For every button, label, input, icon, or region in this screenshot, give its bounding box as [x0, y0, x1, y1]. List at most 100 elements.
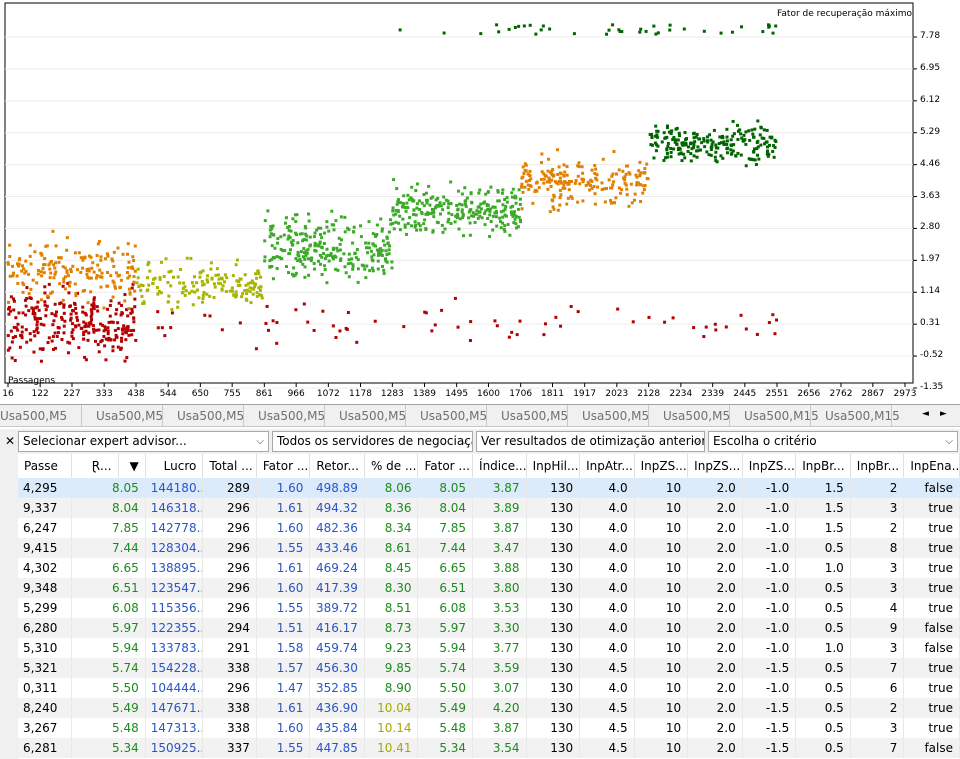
column-header[interactable]: InpZS... — [742, 454, 797, 478]
column-header[interactable]: Total ... — [202, 454, 257, 478]
chart-tab[interactable]: Usa500,M5 — [649, 405, 730, 426]
column-header[interactable]: InpHil... — [526, 454, 581, 478]
data-point — [70, 322, 74, 326]
column-header[interactable]: ▼ — [118, 454, 146, 478]
table-row[interactable]: 9,337 8.04 146318... 296 1.61 494.32 8.36 8.04 3… — [18, 498, 960, 518]
data-point — [54, 261, 58, 265]
chart-tab[interactable]: Usa500,M5 — [406, 405, 487, 426]
data-points — [6, 23, 779, 363]
table-cell: 144180... — [145, 478, 204, 498]
chart-tab[interactable]: Usa500,M5 — [82, 405, 163, 426]
data-point — [738, 128, 742, 132]
data-point — [594, 176, 598, 180]
chart-tab[interactable]: Usa500,M5 — [0, 405, 82, 426]
data-point — [560, 181, 564, 185]
table-row[interactable]: 9,348 6.51 123547... 296 1.60 417.39 8.30 6.51 3… — [18, 578, 960, 598]
data-point — [198, 271, 202, 275]
data-point — [762, 128, 766, 132]
table-row[interactable]: 6,280 5.97 122355... 294 1.51 416.17 8.73 5.97 3… — [18, 618, 960, 638]
data-point — [41, 347, 45, 351]
criterion-select[interactable]: Escolha o critério ⌵ — [708, 431, 958, 452]
table-cell: 4.0 — [579, 638, 635, 658]
data-point — [86, 338, 90, 342]
table-row[interactable]: 5,321 5.74 154228... 338 1.57 456.30 9.85 5.74 3… — [18, 658, 960, 678]
table-row[interactable]: 3,267 5.48 147313... 338 1.60 435.84 10.14 5.48… — [18, 718, 960, 738]
tab-scroll-right-icon[interactable]: ► — [940, 409, 947, 419]
scatter-plot[interactable] — [0, 0, 960, 402]
tab-scroll-left-icon[interactable]: ◄ — [922, 409, 929, 419]
data-point — [121, 332, 125, 336]
chart-tab[interactable]: Usa500,M5 — [325, 405, 406, 426]
data-point — [677, 131, 681, 135]
column-header[interactable]: Lucro — [145, 454, 204, 478]
chart-tab[interactable]: Usa500,M15 — [811, 405, 900, 426]
table-row[interactable]: 6,281 5.34 150925... 337 1.55 447.85 10.41 5.34… — [18, 738, 960, 758]
previous-results-select[interactable]: Ver resultados de otimização anteriores … — [476, 431, 705, 452]
server-select[interactable]: Todos os servidores de negociação ⌵ — [272, 431, 473, 452]
data-point — [710, 142, 714, 146]
data-point — [113, 328, 117, 332]
data-point — [673, 140, 677, 144]
data-point — [84, 313, 88, 317]
column-header[interactable]: InpZS... — [687, 454, 743, 478]
column-header[interactable]: Índice... — [472, 454, 527, 478]
data-point — [334, 219, 338, 223]
data-point — [747, 129, 751, 133]
column-header[interactable]: % de ... — [364, 454, 419, 478]
data-point — [601, 157, 605, 161]
data-point — [690, 147, 694, 151]
column-header[interactable]: InpBr... — [850, 454, 905, 478]
column-header[interactable]: InpBr... — [795, 454, 851, 478]
expert-advisor-select[interactable]: Selecionar expert advisor... ⌵ — [18, 431, 269, 452]
data-point — [610, 186, 614, 190]
table-row[interactable]: 8,240 5.49 147671... 338 1.61 436.90 10.04 5.49… — [18, 698, 960, 718]
data-point — [20, 325, 24, 329]
data-point — [654, 124, 658, 128]
table-row[interactable]: 9,415 7.44 128304... 296 1.55 433.46 8.61 7.44 3… — [18, 538, 960, 558]
table-row[interactable]: 4,295 8.05 144180... 289 1.60 498.89 8.06 8.05 3… — [18, 478, 960, 498]
table-row[interactable]: 6,247 7.85 142778... 296 1.60 482.36 8.34 7.85 3… — [18, 518, 960, 538]
column-header[interactable]: Fator ... — [256, 454, 311, 478]
column-header[interactable]: Passe — [18, 454, 73, 478]
data-point — [420, 212, 424, 216]
chart-tab[interactable]: Usa500,M5 — [487, 405, 568, 426]
results-table[interactable]: Passe Ɽ... ▼ Lucro Total ... Fator ... Retor..… — [18, 454, 960, 759]
column-header[interactable]: Retor... — [309, 454, 365, 478]
data-point — [740, 136, 744, 140]
data-point — [220, 328, 224, 332]
data-point — [238, 321, 242, 325]
data-point — [630, 201, 634, 205]
data-point — [51, 323, 55, 327]
table-row[interactable]: 4,302 6.65 138895... 296 1.61 469.24 8.45 6.65 3… — [18, 558, 960, 578]
data-point — [478, 188, 482, 192]
data-point — [191, 303, 195, 307]
table-cell: 296 — [202, 678, 257, 698]
data-point — [558, 188, 562, 192]
scatter-chart[interactable]: Fator de recuperação máximo Passagens 7.… — [0, 0, 960, 402]
chart-tab[interactable]: Usa500,M5 — [244, 405, 325, 426]
data-point — [7, 312, 11, 316]
data-point — [497, 199, 501, 203]
data-point — [484, 192, 488, 196]
x-tick-label: 2023 — [605, 389, 629, 399]
column-header[interactable]: InpEna... — [903, 454, 960, 478]
data-point — [126, 266, 130, 270]
chart-tab[interactable]: Usa500,M15 — [730, 405, 819, 426]
chart-tab[interactable]: Usa500,M5 — [568, 405, 649, 426]
table-row[interactable]: 0,311 5.50 104444... 296 1.47 352.85 8.90 5.50 3… — [18, 678, 960, 698]
y-tick-label: 7.78 — [920, 31, 941, 41]
data-point — [25, 297, 29, 301]
close-icon[interactable]: ✕ — [4, 434, 16, 448]
data-point — [82, 320, 86, 324]
data-point — [408, 216, 412, 220]
data-point — [20, 336, 24, 340]
data-point — [477, 191, 481, 195]
data-point — [739, 132, 743, 136]
chart-tab[interactable]: Usa500,M5 — [163, 405, 244, 426]
column-header[interactable]: InpAtr... — [579, 454, 635, 478]
column-header[interactable]: Ɽ... — [71, 454, 119, 478]
table-row[interactable]: 5,310 5.94 133783... 291 1.58 459.74 9.23 5.94 3… — [18, 638, 960, 658]
table-row[interactable]: 5,299 6.08 115356... 296 1.55 389.72 8.51 6.08 3… — [18, 598, 960, 618]
column-header[interactable]: InpZS... — [634, 454, 689, 478]
column-header[interactable]: Fator ... — [417, 454, 474, 478]
